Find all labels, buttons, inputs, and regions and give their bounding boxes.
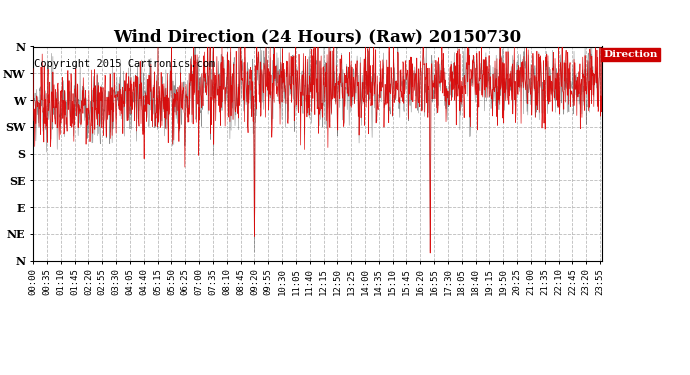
Text: Direction: Direction	[603, 50, 658, 59]
Text: Copyright 2015 Cartronics.com: Copyright 2015 Cartronics.com	[34, 59, 216, 69]
Title: Wind Direction (24 Hours) (Raw) 20150730: Wind Direction (24 Hours) (Raw) 20150730	[113, 28, 522, 45]
